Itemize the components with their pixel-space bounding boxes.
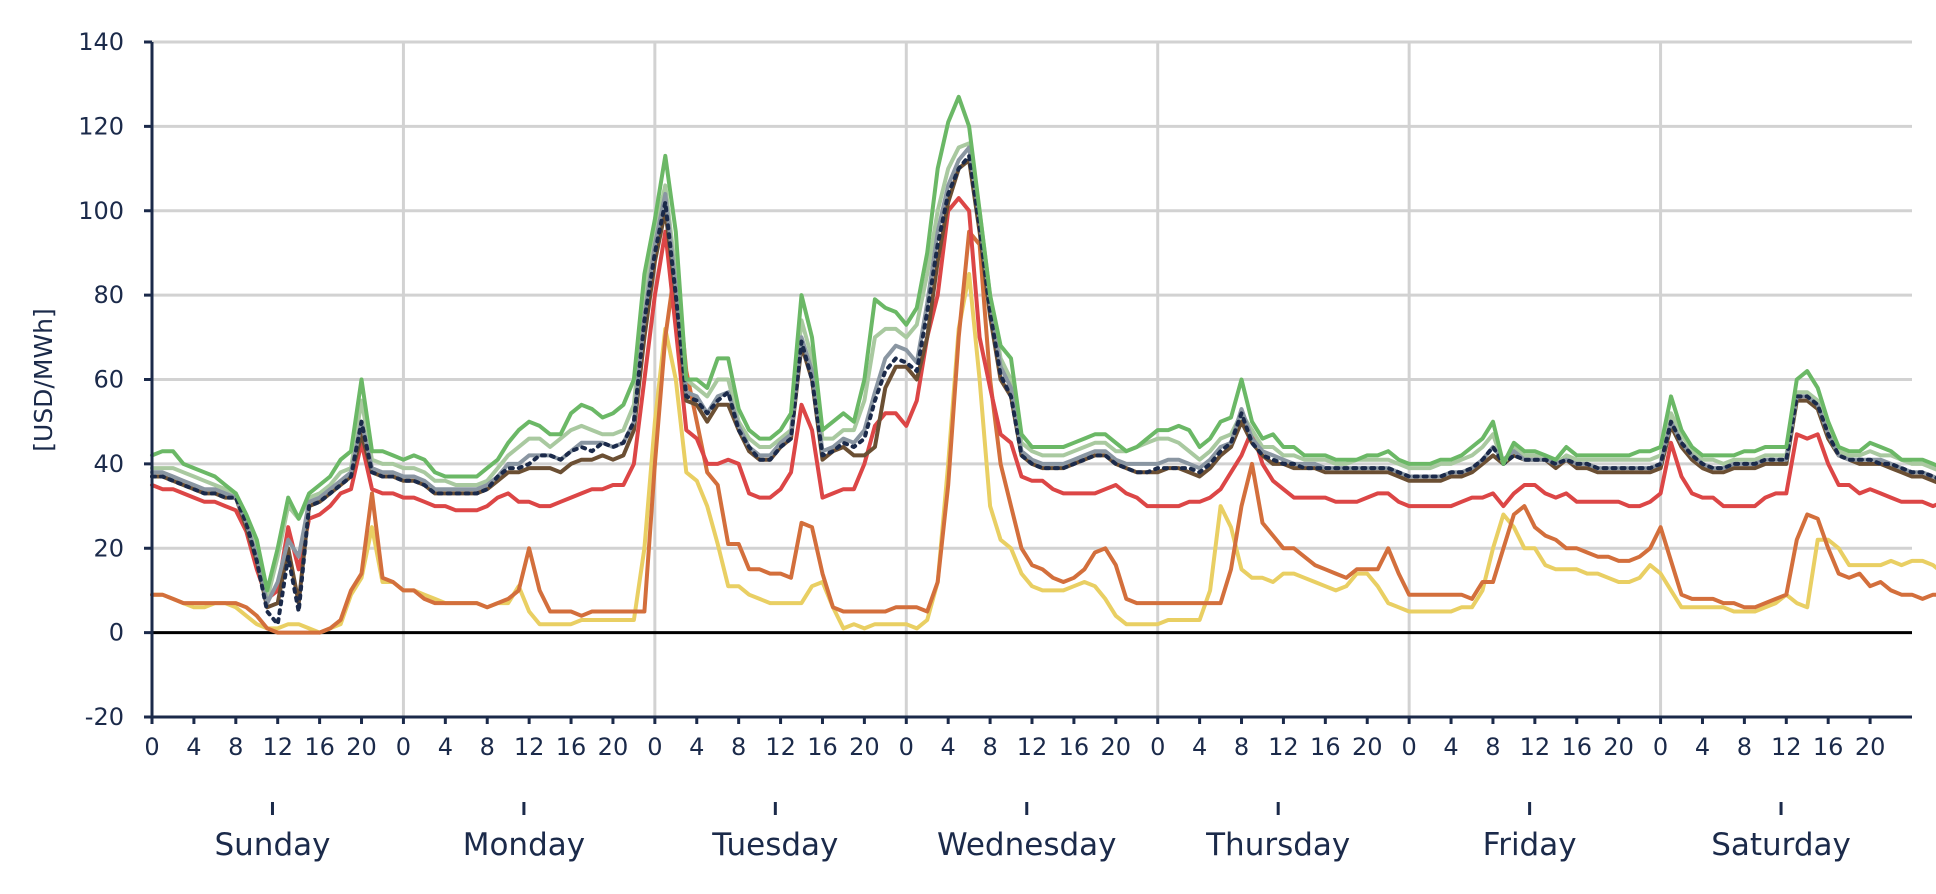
series-line-7	[150, 153, 1936, 627]
x-tick-label: 20	[1855, 733, 1886, 761]
x-tick-label: 20	[1101, 733, 1132, 761]
y-tick-label: 100	[78, 197, 124, 225]
x-tick-label: 20	[1603, 733, 1634, 761]
y-tick-label: -20	[85, 703, 124, 731]
x-tick-label: 4	[689, 733, 704, 761]
y-tick-label: 140	[78, 28, 124, 56]
x-tick-label: 8	[982, 733, 997, 761]
x-tick-label: 16	[1310, 733, 1341, 761]
x-tick-label: 16	[1561, 733, 1592, 761]
day-label-wednesday: Wednesday	[937, 827, 1116, 863]
x-tick-label: 20	[849, 733, 880, 761]
x-tick-label: 8	[228, 733, 243, 761]
x-tick-label: 20	[598, 733, 629, 761]
series-line-8	[150, 94, 1936, 593]
day-label-thursday: Thursday	[1205, 827, 1350, 863]
x-tick-label: 4	[941, 733, 956, 761]
x-tick-label: 12	[1520, 733, 1551, 761]
x-tick-label: 8	[1485, 733, 1500, 761]
gridlines	[152, 40, 1912, 719]
x-tick-label: 16	[304, 733, 335, 761]
x-tick-label: 12	[765, 733, 796, 761]
x-tick-label: 8	[731, 733, 746, 761]
x-tick-label: 12	[1017, 733, 1048, 761]
x-tick-label: 8	[480, 733, 495, 761]
y-tick-label: 40	[93, 450, 124, 478]
y-tick-label: 20	[93, 534, 124, 562]
x-tick-label: 8	[1234, 733, 1249, 761]
day-label-tuesday: Tuesday	[711, 827, 838, 863]
y-tick-label: 60	[93, 366, 124, 394]
x-tick-label: 4	[1192, 733, 1207, 761]
x-tick-label: 0	[1402, 733, 1417, 761]
day-labels: Sunday Monday Tuesday Wednesday Thursday Frid…	[214, 802, 1851, 863]
y-axis-ticks: -20 0 20 40 60 80 100 120 140	[78, 28, 152, 731]
x-tick-label: 0	[396, 733, 411, 761]
series-line-6	[150, 145, 1936, 606]
day-label-monday: Monday	[463, 827, 585, 863]
day-label-friday: Friday	[1483, 827, 1577, 863]
day-label-saturday: Saturday	[1711, 827, 1851, 863]
x-tick-label: 4	[186, 733, 201, 761]
x-tick-label: 20	[1352, 733, 1383, 761]
x-tick-label: 16	[807, 733, 838, 761]
x-tick-label: 16	[556, 733, 587, 761]
x-tick-label: 8	[1737, 733, 1752, 761]
series-line-4	[150, 158, 1936, 610]
series-line-2	[150, 229, 1936, 635]
x-tick-label: 12	[262, 733, 293, 761]
x-tick-label: 0	[1150, 733, 1165, 761]
y-tick-label: 120	[78, 112, 124, 140]
y-axis-title: [USD/MWh]	[29, 308, 58, 451]
series-line-3	[150, 196, 1936, 601]
x-tick-label: 12	[1771, 733, 1802, 761]
x-tick-label: 0	[647, 733, 662, 761]
day-label-sunday: Sunday	[214, 827, 330, 863]
x-tick-label: 20	[346, 733, 377, 761]
x-tick-label: 0	[1653, 733, 1668, 761]
x-tick-label: 0	[144, 733, 159, 761]
series-group	[150, 94, 1936, 635]
x-axis-ticks: 0 4 8 12 16 20 0 4 8 12 16 20 0 4 8 12 16 20 0 4 8 12 16 20 0 4 8 1…	[144, 717, 1885, 761]
x-tick-label: 0	[899, 733, 914, 761]
x-tick-label: 4	[1695, 733, 1710, 761]
y-tick-label: 80	[93, 281, 124, 309]
x-tick-label: 16	[1813, 733, 1844, 761]
series-line-5	[150, 141, 1936, 601]
x-tick-label: 4	[438, 733, 453, 761]
x-tick-label: 12	[514, 733, 545, 761]
y-tick-label: 0	[109, 619, 124, 647]
x-tick-label: 16	[1059, 733, 1090, 761]
x-tick-label: 4	[1443, 733, 1458, 761]
x-tick-label: 12	[1268, 733, 1299, 761]
